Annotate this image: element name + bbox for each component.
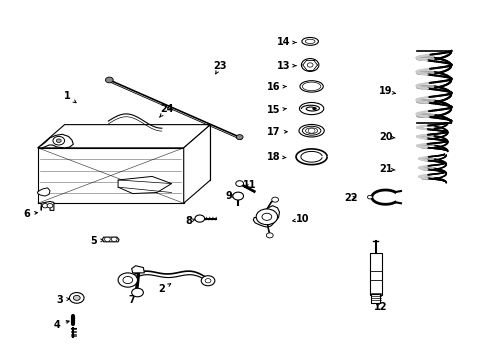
Circle shape: [256, 209, 277, 225]
Circle shape: [306, 63, 312, 67]
Text: 4: 4: [54, 320, 69, 330]
Text: 18: 18: [266, 152, 285, 162]
Circle shape: [111, 237, 117, 242]
Text: 5: 5: [90, 236, 103, 246]
Circle shape: [236, 135, 243, 140]
Polygon shape: [253, 206, 279, 227]
Text: 22: 22: [344, 193, 358, 203]
Text: 1: 1: [63, 91, 76, 103]
Ellipse shape: [299, 81, 323, 92]
Text: 9: 9: [225, 191, 235, 201]
Circle shape: [204, 279, 210, 283]
Polygon shape: [38, 125, 210, 148]
Circle shape: [271, 197, 278, 202]
Polygon shape: [131, 266, 144, 273]
Circle shape: [56, 139, 61, 143]
Text: 11: 11: [242, 180, 256, 190]
Ellipse shape: [305, 39, 314, 44]
Polygon shape: [118, 176, 171, 194]
Text: 23: 23: [213, 61, 226, 74]
Text: 8: 8: [185, 216, 195, 226]
Text: 24: 24: [160, 104, 173, 117]
Circle shape: [312, 107, 316, 110]
Circle shape: [122, 276, 132, 284]
Polygon shape: [183, 125, 210, 203]
Circle shape: [131, 288, 143, 297]
Text: 12: 12: [373, 302, 386, 312]
Circle shape: [104, 237, 110, 242]
Text: 16: 16: [266, 82, 285, 92]
FancyBboxPatch shape: [371, 294, 379, 303]
Text: 15: 15: [266, 105, 285, 115]
Text: 13: 13: [276, 61, 295, 71]
Circle shape: [53, 136, 64, 145]
Circle shape: [69, 293, 84, 303]
Text: 14: 14: [276, 37, 295, 48]
Circle shape: [235, 181, 243, 186]
Polygon shape: [102, 237, 119, 242]
Circle shape: [301, 59, 318, 71]
Ellipse shape: [301, 37, 318, 45]
Circle shape: [73, 296, 80, 300]
Text: 20: 20: [378, 132, 394, 142]
Circle shape: [266, 233, 273, 238]
Circle shape: [262, 213, 271, 220]
Polygon shape: [38, 134, 73, 148]
Circle shape: [201, 276, 214, 286]
Text: 19: 19: [378, 86, 394, 96]
Ellipse shape: [302, 82, 320, 91]
Text: 21: 21: [378, 164, 394, 174]
Circle shape: [367, 195, 372, 199]
Text: 6: 6: [23, 209, 38, 219]
Text: 3: 3: [56, 295, 69, 305]
Circle shape: [47, 203, 53, 208]
Ellipse shape: [299, 103, 323, 114]
Ellipse shape: [302, 126, 320, 135]
Text: 10: 10: [292, 214, 309, 224]
Text: 17: 17: [266, 127, 286, 137]
Circle shape: [118, 273, 137, 287]
Circle shape: [195, 215, 204, 222]
Circle shape: [232, 192, 243, 200]
FancyBboxPatch shape: [369, 253, 381, 295]
Polygon shape: [37, 188, 50, 196]
Polygon shape: [38, 148, 183, 203]
Ellipse shape: [298, 125, 324, 137]
Text: 7: 7: [128, 292, 136, 305]
Ellipse shape: [305, 128, 317, 134]
Circle shape: [105, 77, 113, 83]
Circle shape: [307, 128, 314, 133]
Text: 2: 2: [158, 284, 170, 294]
Polygon shape: [41, 202, 54, 210]
Circle shape: [42, 203, 48, 208]
